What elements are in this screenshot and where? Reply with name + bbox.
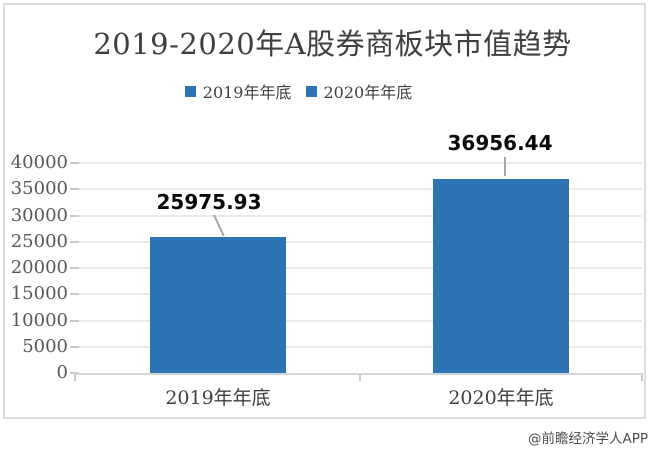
legend-item: 2019年年底	[184, 79, 292, 103]
y-axis-label: 25000	[10, 230, 68, 252]
legend-label: 2020年年底	[323, 83, 413, 102]
watermark: @前瞻经济学人APP	[527, 431, 648, 447]
legend-swatch-icon	[184, 85, 196, 97]
chart-title: 2019-2020年A股券商板块市值趋势	[93, 27, 572, 61]
x-axis-tick	[74, 375, 76, 381]
gridline	[77, 162, 642, 164]
leader-line-icon	[504, 157, 506, 176]
y-axis-tick	[70, 162, 79, 164]
x-axis-tick	[641, 375, 643, 381]
gridline	[77, 345, 642, 348]
chart-legend: 2019年年底 2020年年底	[0, 79, 631, 103]
y-axis-label: 30000	[10, 204, 68, 226]
leader-line-icon	[213, 214, 225, 237]
bar	[150, 237, 286, 373]
y-axis-tick	[70, 345, 79, 348]
y-axis-label: 5000	[22, 335, 68, 357]
y-axis-label: 35000	[10, 178, 68, 200]
y-axis-label: 40000	[10, 152, 68, 173]
gridline	[77, 319, 642, 322]
y-axis-tick	[70, 188, 79, 191]
legend-swatch-icon	[305, 85, 317, 97]
y-axis-tick	[70, 240, 79, 243]
y-axis-tick	[70, 293, 79, 296]
x-axis-category-label: 2020年年底	[448, 387, 554, 409]
y-axis-label: 15000	[10, 283, 68, 305]
gridline	[77, 240, 642, 243]
gridline	[77, 267, 642, 269]
gridline	[77, 188, 642, 191]
bar	[433, 179, 569, 373]
y-axis-label: 0	[56, 362, 68, 383]
y-axis-tick	[70, 214, 79, 217]
legend-item: 2020年年底	[305, 79, 413, 103]
y-axis-label: 10000	[10, 309, 68, 331]
y-axis-tick	[70, 319, 79, 322]
gridline	[77, 214, 642, 217]
x-axis-tick	[358, 375, 361, 381]
y-axis-label: 20000	[10, 257, 68, 278]
y-axis-tick	[70, 267, 79, 269]
legend-label: 2019年年底	[202, 83, 292, 102]
gridline	[77, 293, 642, 296]
x-axis-line	[74, 373, 643, 375]
x-axis-category-label: 2019年年底	[165, 387, 271, 409]
data-label: 25975.93	[156, 190, 262, 214]
data-label: 36956.44	[447, 131, 553, 155]
